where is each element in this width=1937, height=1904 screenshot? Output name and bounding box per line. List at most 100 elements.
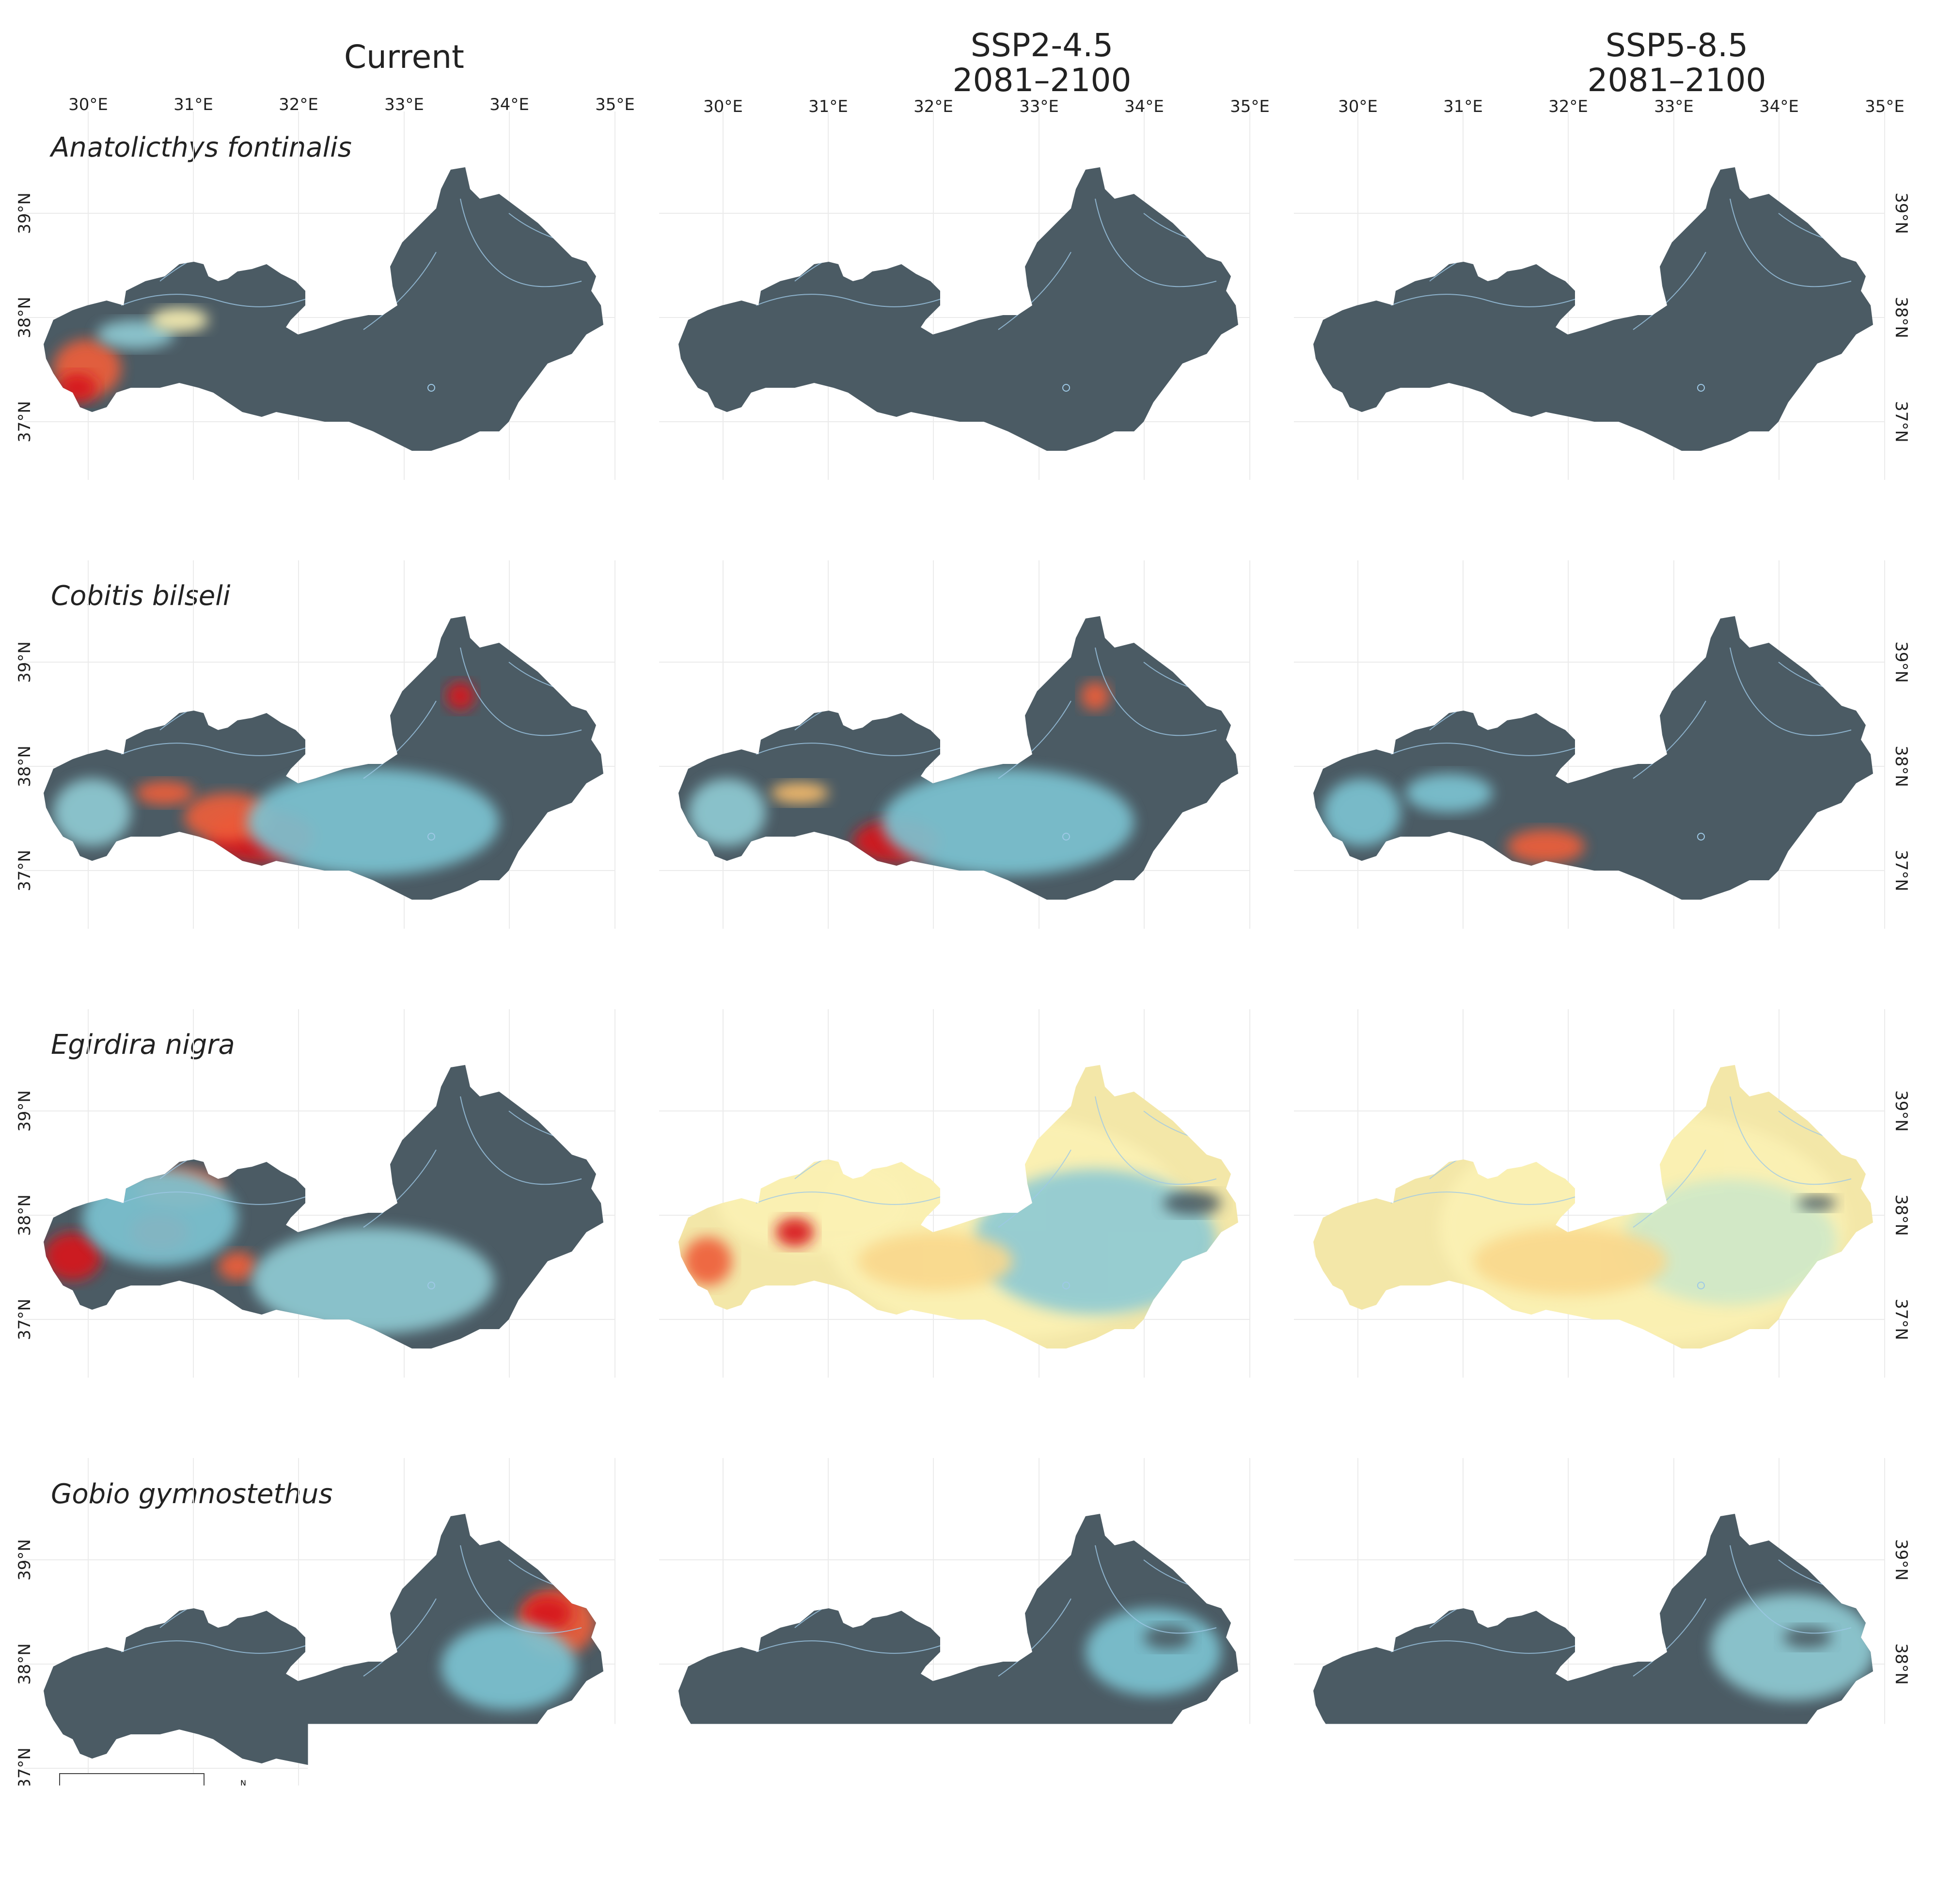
lat-label-right: 38°N [1891,1194,1911,1236]
suitability-hotspot [1798,1196,1837,1210]
scale-bar: 0 50 100 150 200 km [204,1845,441,1864]
suitability-hotspot [974,1169,1216,1315]
lon-label-bottom: 34°E [489,1866,529,1886]
suitability-title: Suitability [920,1813,1012,1834]
suitability-hotspot [247,769,499,875]
map-panel-r3-c2 [659,1009,1250,1378]
map-panel-r1-c1 [24,111,615,480]
lon-label-bottom: 34°E [1124,1866,1164,1886]
suitability-surface [1439,1111,1846,1344]
suitability-hotspot [441,1623,577,1710]
lon-label-bottom: 35°E [1865,1866,1905,1886]
suitability-hotspot [771,782,829,804]
lat-label-right: 37°N [1891,401,1911,443]
svg-text:N: N [240,1778,246,1788]
lat-label-right: 38°N [1891,297,1911,338]
suitability-colorbar [803,1835,1133,1856]
water-legend: Water courses Waterbodies [59,1773,205,1833]
column-title-ssp245: SSP2-4.5 2081–2100 [824,28,1260,98]
lon-label-bottom: 32°E [279,1866,318,1886]
scale-seg-3 [322,1856,380,1860]
lon-label-bottom: 32°E [1548,1866,1588,1886]
lat-label-right: 38°N [1891,1643,1911,1685]
suitability-hotspot [523,1596,572,1630]
suitability-hotspot [683,1237,732,1285]
map-panel-r2-c2 [659,560,1250,929]
basin-outline [678,167,1238,451]
lat-label-right: 39°N [1891,641,1911,683]
map-panel-r1-c3 [1294,111,1885,480]
suitability-hotspot [717,1155,911,1252]
lon-label-bottom: 30°E [703,1866,743,1886]
suitability-hotspot [1086,1608,1221,1696]
lon-label-bottom: 35°E [595,1866,635,1886]
suitability-hotspot [1144,1625,1192,1650]
suitability-hotspot [1323,778,1401,846]
map-panel-r1-c2 [659,111,1250,480]
scale-tick-label: 0 [204,1847,207,1855]
suitability-hotspot [218,1252,257,1281]
suitability-hotspot [136,781,194,805]
lat-label-right: 38°N [1891,746,1911,787]
suitability-hotspot [688,778,766,846]
map-panel-r4-c1 [24,1458,615,1826]
map-panel-r3-c3 [1294,1009,1885,1378]
suitability-hotspot [858,1232,1013,1290]
map-panel-r4-c2 [659,1458,1250,1826]
scale-seg-2 [264,1856,322,1860]
lat-label-right: 39°N [1891,192,1911,234]
scale-tick-label: 150 [374,1847,387,1855]
lon-label-bottom: 31°E [173,1866,213,1886]
column-title-current: Current [186,40,622,75]
lon-label-bottom: 31°E [1443,1866,1483,1886]
suitability-hotspot [1081,682,1110,711]
lon-label-bottom: 35°E [1230,1866,1270,1886]
scale-seg-4 [380,1856,438,1860]
lon-label-bottom: 30°E [68,1866,108,1886]
legend-waterbodies: Waterbodies [69,1805,184,1821]
map-panel-r4-c3 [1294,1458,1885,1826]
lat-label-right: 39°N [1891,1090,1911,1132]
suitability-surface [1711,1594,1875,1700]
lon-label-bottom: 30°E [1338,1866,1378,1886]
suitability-hotspot [882,769,1134,875]
suitability-hotspot [53,778,131,846]
basin-outline [44,167,603,451]
map-panel-r2-c1 [24,560,615,929]
lon-label-bottom: 33°E [384,1866,424,1886]
suitability-hotspot [1163,1191,1221,1215]
suitability-hotspot [252,1227,494,1334]
lon-label-bottom: 31°E [808,1866,848,1886]
north-arrow-icon: N [229,1778,258,1822]
suitability-min: 0 [782,1835,793,1855]
lon-label-bottom: 33°E [1654,1866,1694,1886]
basin-outline [1313,616,1873,900]
lon-label-bottom: 32°E [913,1866,953,1886]
suitability-hotspot [446,682,475,711]
suitability-hotspot [775,1218,814,1247]
lon-label-bottom: 33°E [1019,1866,1059,1886]
scale-tick-label: 50 [259,1847,268,1855]
scale-tick-label: 200 km [415,1847,441,1855]
scale-tick-label: 100 [315,1847,329,1855]
lat-label-right: 37°N [1891,1747,1911,1789]
suitability-surface [1086,1608,1221,1696]
map-panel-r2-c3 [1294,560,1885,929]
lat-label-right: 39°N [1891,1539,1911,1581]
suitability-hotspot [150,308,208,332]
suitability-max: 1 [1143,1835,1154,1855]
scale-seg-1 [205,1856,264,1860]
lat-label-right: 37°N [1891,850,1911,891]
suitability-hotspot [58,373,97,402]
suitability-hotspot [1473,1227,1667,1295]
lat-label-right: 37°N [1891,1299,1911,1340]
suitability-hotspot [1711,1594,1875,1700]
map-panel-r3-c1 [24,1009,615,1378]
basin-outline [1313,167,1873,451]
suitability-hotspot [1405,774,1493,812]
suitability-hotspot [82,1169,237,1266]
column-title-ssp585: SSP5-8.5 2081–2100 [1459,28,1895,98]
legend-water-courses: Water courses [69,1783,195,1799]
lon-label-bottom: 34°E [1759,1866,1799,1886]
suitability-hotspot [1507,829,1585,863]
